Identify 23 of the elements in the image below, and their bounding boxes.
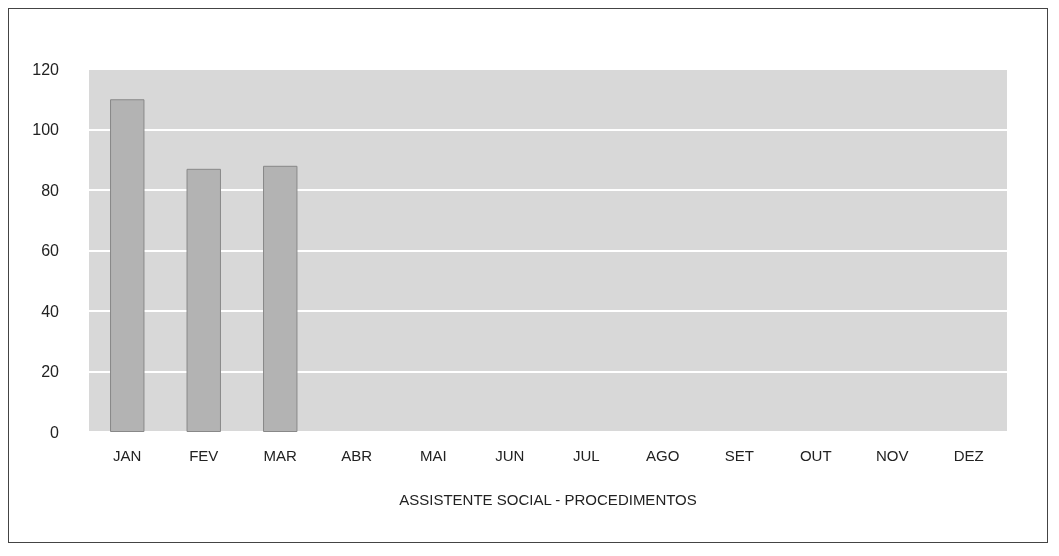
bar [186, 168, 221, 432]
y-tick-label: 120 [32, 60, 60, 78]
y-tick-label: 40 [41, 302, 60, 320]
y-tick-label: 80 [41, 181, 60, 199]
x-tick-label: OUT [799, 447, 832, 464]
x-axis-title: ASSISTENTE SOCIAL - PROCEDIMENTOS [399, 491, 697, 508]
x-tick-label: JUL [572, 447, 600, 464]
y-tick-label: 20 [41, 363, 60, 380]
x-tick-label: FEV [189, 447, 219, 464]
x-tick-label: JUN [495, 447, 525, 464]
x-tick-label: MAI [419, 447, 447, 464]
x-tick-label: SET [724, 447, 754, 464]
x-tick-label: NOV [875, 447, 909, 464]
bar [263, 165, 298, 432]
x-tick-label: MAR [263, 447, 298, 464]
bar [110, 99, 145, 432]
x-tick-label: DEZ [953, 447, 984, 464]
x-tick-label: ABR [341, 447, 373, 464]
y-tick-label: 60 [41, 242, 60, 259]
y-tick-label: 0 [50, 423, 60, 441]
y-tick-label: 100 [32, 121, 60, 138]
x-tick-label: JAN [113, 447, 142, 464]
x-tick-label: AGO [646, 447, 680, 464]
